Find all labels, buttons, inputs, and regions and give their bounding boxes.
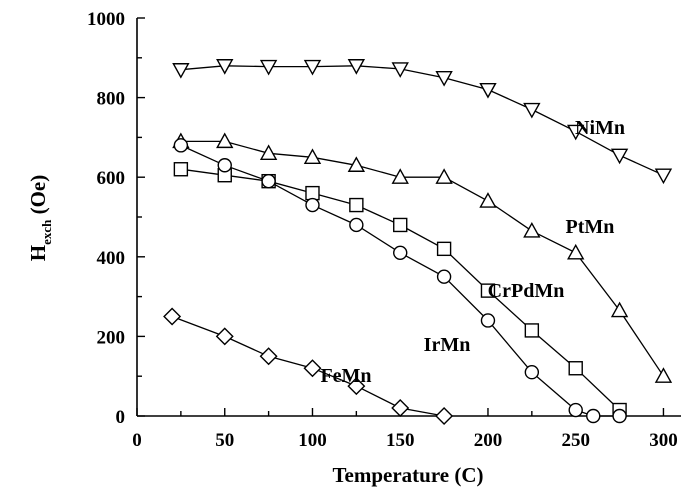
y-tick-label: 1000 — [87, 9, 125, 30]
point-nimn — [259, 59, 278, 76]
point-nimn — [216, 59, 234, 75]
point-nimn — [479, 82, 497, 99]
x-axis-title: Temperature (C) — [332, 463, 483, 487]
point-ptmn — [216, 132, 234, 149]
y-axis-title: Hexch (Oe) — [26, 175, 54, 262]
x-tick-label: 250 — [561, 430, 590, 451]
point-irmn — [436, 269, 452, 284]
y-axis-title-unit: (Oe) — [26, 175, 50, 220]
x-tick-label: 300 — [649, 430, 678, 451]
point-femn — [391, 399, 410, 418]
point-femn — [259, 347, 278, 366]
point-nimn — [567, 124, 585, 141]
series-label-femn: FeMn — [320, 365, 371, 387]
series-femn — [163, 307, 454, 425]
point-ptmn — [523, 221, 541, 238]
point-nimn — [435, 70, 453, 87]
x-tick-label: 100 — [298, 430, 327, 451]
point-ptmn — [435, 168, 453, 184]
series-irmn — [173, 138, 627, 424]
point-nimn — [172, 63, 190, 79]
y-tick-label: 0 — [116, 407, 126, 428]
y-tick-label: 400 — [97, 248, 126, 269]
series-label-irmn: IrMn — [424, 334, 471, 356]
point-crpdmn — [173, 162, 189, 177]
y-axis-title-main: H — [26, 245, 50, 261]
series-label-nimn: NiMn — [575, 117, 625, 139]
point-irmn — [480, 313, 496, 328]
point-crpdmn — [568, 361, 583, 376]
point-irmn — [217, 158, 232, 173]
point-ptmn — [303, 148, 322, 165]
point-irmn — [524, 365, 540, 380]
point-ptmn — [479, 192, 497, 208]
point-femn — [435, 407, 454, 425]
point-ptmn — [654, 367, 673, 383]
series-layer — [163, 59, 673, 425]
y-tick-label: 600 — [97, 168, 126, 189]
point-ptmn — [391, 168, 409, 184]
point-ptmn — [259, 144, 278, 161]
y-axis-title-sub: exch — [39, 219, 54, 245]
point-nimn — [610, 148, 629, 165]
series-line-nimn — [180, 65, 664, 176]
y-tick-label: 800 — [97, 89, 126, 110]
point-crpdmn — [436, 241, 452, 257]
point-ptmn — [347, 156, 366, 172]
point-irmn — [612, 408, 627, 424]
point-irmn — [173, 138, 189, 153]
x-tick-label: 0 — [132, 430, 142, 451]
point-crpdmn — [305, 185, 320, 201]
point-ptmn — [610, 301, 629, 318]
series-labels: NiMn PtMn CrPdMn IrMn FeMn — [320, 117, 625, 387]
point-crpdmn — [480, 283, 496, 298]
point-nimn — [523, 102, 541, 119]
point-femn — [303, 359, 322, 378]
point-irmn — [305, 197, 320, 213]
point-ptmn — [567, 243, 585, 260]
point-femn — [163, 307, 182, 326]
point-nimn — [347, 59, 366, 75]
point-nimn — [654, 168, 673, 185]
point-crpdmn — [524, 323, 540, 338]
point-irmn — [586, 408, 601, 424]
point-crpdmn — [349, 197, 364, 213]
y-tick-label: 200 — [97, 327, 126, 348]
series-nimn — [172, 59, 673, 185]
x-tick-label: 200 — [474, 430, 503, 451]
series-crpdmn — [173, 162, 627, 418]
series-label-crpdmn: CrPdMn — [488, 280, 565, 302]
series-line-ptmn — [180, 140, 665, 377]
point-crpdmn — [393, 217, 408, 233]
point-nimn — [391, 62, 409, 78]
point-femn — [215, 327, 234, 346]
x-tick-label: 150 — [386, 430, 415, 451]
point-irmn — [261, 173, 276, 189]
axes: 0 200 400 600 800 1000 0 50 100 150 200 250 300 — [87, 9, 681, 451]
point-irmn — [393, 245, 408, 261]
point-irmn — [349, 217, 364, 233]
x-tick-label: 50 — [215, 430, 234, 451]
series-ptmn — [172, 132, 673, 383]
point-nimn — [303, 59, 322, 76]
series-label-ptmn: PtMn — [566, 216, 615, 238]
point-femn — [347, 377, 366, 396]
point-irmn — [568, 402, 583, 418]
